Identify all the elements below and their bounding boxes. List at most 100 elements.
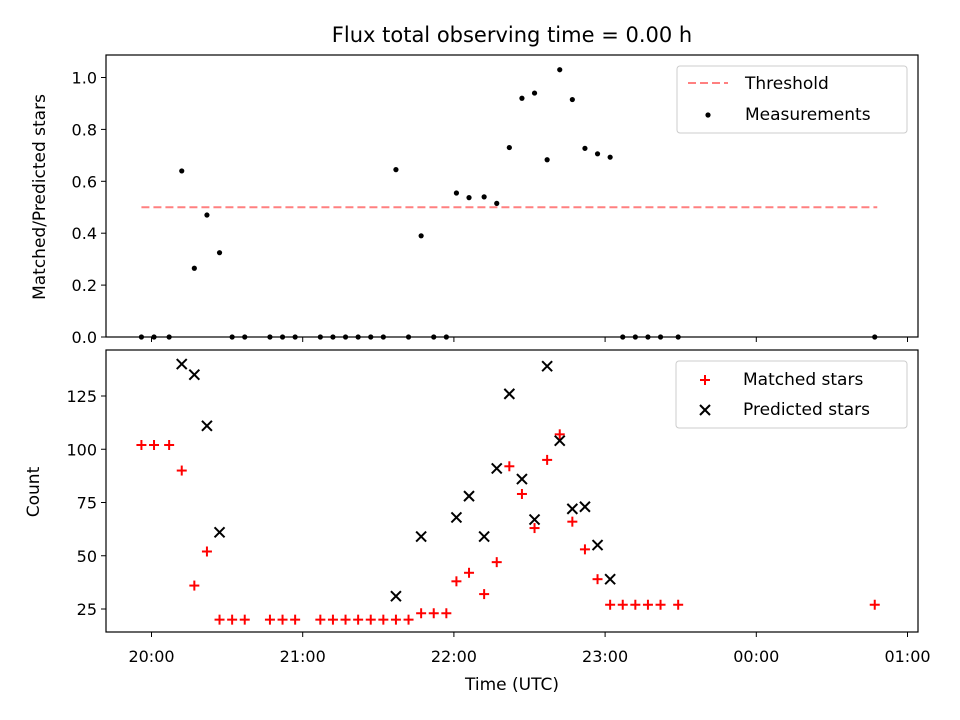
predicted-point-17-b xyxy=(591,539,604,551)
predicted-point-16-b xyxy=(579,501,591,513)
matched-point-41 xyxy=(869,599,880,610)
measurement-point-26-shape xyxy=(494,200,500,206)
predicted-point-1-b xyxy=(188,368,201,381)
predicted-point-4-b xyxy=(390,590,402,602)
measurement-point-20-shape xyxy=(418,233,424,239)
legend-matched-label: Matched stars xyxy=(743,370,863,390)
matched-point-10 xyxy=(277,614,288,625)
matched-point-34 xyxy=(592,574,603,585)
matched-point-31 xyxy=(554,429,565,440)
top-y-tick-label-2: 0.4 xyxy=(72,224,97,243)
measurement-point-24 xyxy=(466,195,472,201)
matched-point-15 xyxy=(353,614,364,625)
matched-point-7 xyxy=(227,614,238,625)
predicted-point-15-b xyxy=(566,503,579,515)
predicted-point-13-b xyxy=(541,360,553,372)
predicted-point-1 xyxy=(188,368,201,381)
legend-threshold-label: Threshold xyxy=(744,74,829,94)
measurement-point-4-shape xyxy=(191,265,197,271)
measurement-point-3-shape xyxy=(179,168,185,174)
predicted-point-0-b xyxy=(176,358,188,370)
x-axis-label: Time (UTC) xyxy=(464,675,559,695)
predicted-point-9 xyxy=(491,462,503,475)
predicted-point-6 xyxy=(450,511,463,524)
matched-point-40 xyxy=(673,599,684,610)
top-y-tick-label-5: 1.0 xyxy=(72,69,97,88)
measurement-point-20 xyxy=(418,233,424,239)
measurement-point-29 xyxy=(531,90,538,96)
matched-point-14 xyxy=(340,614,351,625)
measurement-point-25-shape xyxy=(481,194,487,200)
top-plot-frame xyxy=(105,54,919,338)
predicted-point-12-b xyxy=(528,513,541,526)
bottom-y-tick-label-2: 75 xyxy=(77,494,97,513)
measurement-point-34 xyxy=(594,151,601,157)
measurement-point-6 xyxy=(216,250,223,256)
matched-point-32 xyxy=(567,516,578,527)
bottom-y-tick-label-3: 100 xyxy=(66,440,97,459)
matched-point-20 xyxy=(416,608,427,619)
predicted-point-12 xyxy=(528,513,541,526)
matched-point-27 xyxy=(504,461,515,472)
predicted-point-17 xyxy=(591,539,604,551)
matched-point-9 xyxy=(264,614,275,625)
top-y-tick-label-3: 0.6 xyxy=(72,172,97,191)
matched-point-39 xyxy=(655,599,666,610)
legend-predicted-swatch xyxy=(699,404,711,416)
predicted-point-14-b xyxy=(554,435,566,447)
predicted-point-4 xyxy=(390,590,402,602)
measurement-point-35-shape xyxy=(607,154,613,160)
matched-point-19 xyxy=(403,614,414,625)
top-legend: Threshold Measurements xyxy=(676,65,908,134)
measurement-point-27-shape xyxy=(506,144,512,151)
bottom-y-tick-label-4: 125 xyxy=(66,387,97,406)
predicted-point-10-b xyxy=(503,388,516,400)
top-y-tick-label-1: 0.2 xyxy=(72,276,97,295)
measurement-point-3 xyxy=(179,168,185,174)
measurement-point-25 xyxy=(481,194,487,200)
matched-point-4 xyxy=(189,580,200,591)
matched-point-28 xyxy=(516,488,527,499)
predicted-point-16 xyxy=(579,501,591,513)
matched-point-22 xyxy=(441,608,452,619)
measurement-point-24-shape xyxy=(466,195,472,201)
predicted-point-7 xyxy=(463,490,475,502)
predicted-point-7-b xyxy=(463,490,475,502)
matched-point-37 xyxy=(630,599,641,610)
matched-point-16 xyxy=(365,614,376,625)
predicted-point-5 xyxy=(415,530,427,543)
predicted-point-8-b xyxy=(478,530,490,543)
predicted-point-15 xyxy=(566,503,579,515)
y-axis-label-top: Matched/Predicted stars xyxy=(30,94,50,300)
measurement-point-27 xyxy=(506,144,512,151)
chart-title: Flux total observing time = 0.00 h xyxy=(332,23,692,47)
matched-point-3 xyxy=(176,465,187,476)
x-tick-label-4: 00:00 xyxy=(733,647,779,666)
measurement-point-18-shape xyxy=(393,167,399,173)
predicted-point-2 xyxy=(201,420,213,432)
matched-point-12 xyxy=(315,614,326,625)
measurement-point-31 xyxy=(557,67,563,73)
predicted-point-14 xyxy=(554,435,566,447)
matched-point-11 xyxy=(290,614,301,625)
predicted-point-18 xyxy=(604,573,616,585)
predicted-point-18-b xyxy=(604,573,616,585)
measurement-point-32-shape xyxy=(569,96,575,103)
matched-point-30 xyxy=(542,454,553,465)
measurement-point-6-shape xyxy=(216,250,223,256)
measurement-point-33 xyxy=(582,145,588,151)
x-tick-label-0: 20:00 xyxy=(128,647,174,666)
measurement-point-4 xyxy=(191,265,197,271)
bottom-legend: Matched stars Predicted stars xyxy=(675,360,908,429)
measurement-point-23-shape xyxy=(453,190,460,196)
legend-predicted-label: Predicted stars xyxy=(743,400,870,420)
matched-point-26 xyxy=(491,557,502,568)
predicted-point-3-b xyxy=(213,526,226,539)
matched-point-36 xyxy=(617,599,628,610)
y-axis-label-bottom: Count xyxy=(24,466,44,517)
bottom-panel: 25 50 75 100 125 20:00 21:00 22:00 23:00 00:00 01:… xyxy=(66,349,931,666)
x-tick-label-5: 01:00 xyxy=(884,647,930,666)
measurement-point-31-shape xyxy=(557,67,563,73)
predicted-point-8 xyxy=(478,530,490,543)
